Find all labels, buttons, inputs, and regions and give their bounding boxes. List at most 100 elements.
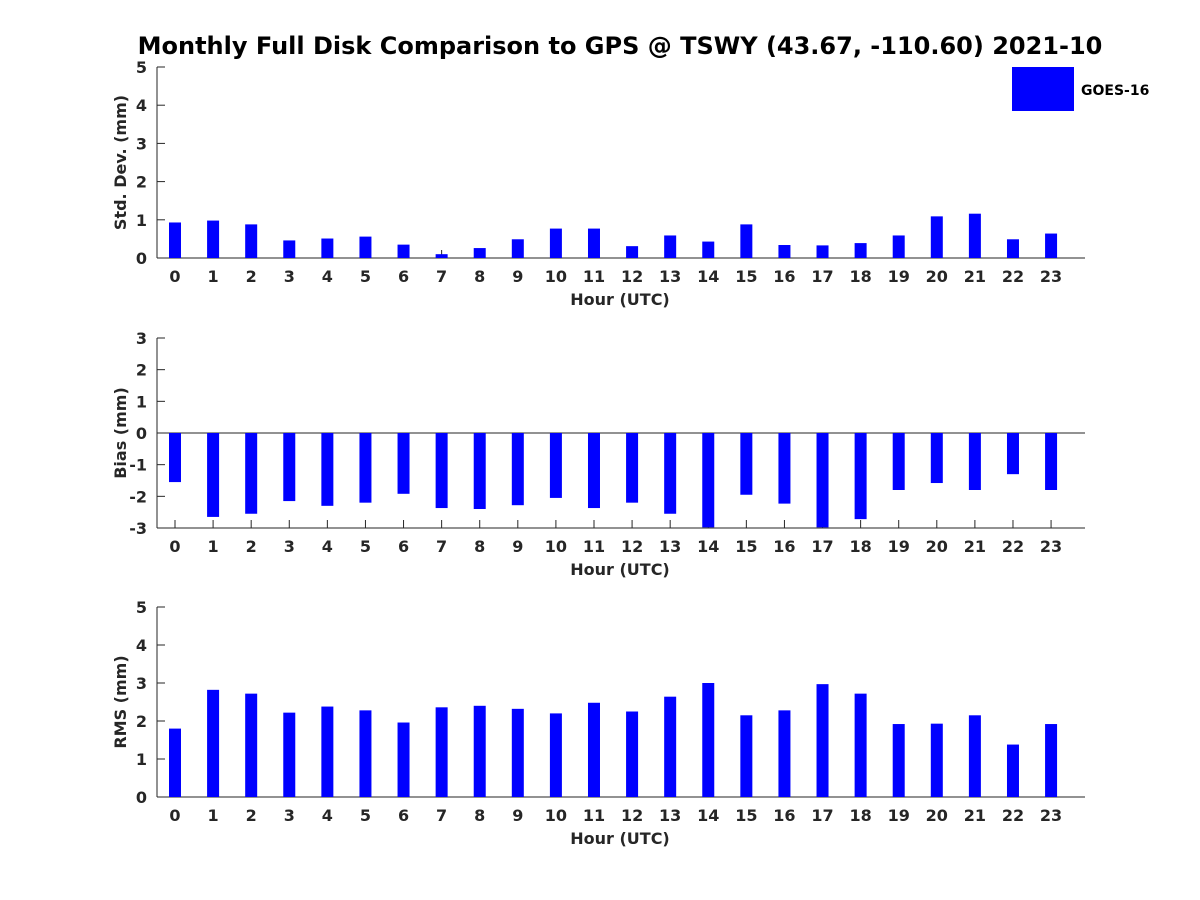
bar-hour-13 [664, 235, 677, 258]
bar-hour-0 [169, 433, 181, 483]
bar-hour-13 [664, 433, 677, 514]
bar-hour-8 [473, 248, 486, 258]
bar-hour-10 [549, 433, 562, 498]
x-tick-label: 15 [735, 267, 757, 286]
y-tick-label: 1 [136, 211, 147, 230]
y-tick-label: -3 [129, 519, 147, 538]
bar-hour-6 [397, 433, 410, 494]
bar-hour-10 [549, 713, 562, 797]
bar-hour-16 [778, 433, 791, 504]
bar-hour-12 [626, 711, 639, 797]
bar-hour-22 [1006, 744, 1019, 797]
x-tick-label: 12 [621, 267, 643, 286]
y-tick-label: 2 [136, 361, 147, 380]
bar-hour-17 [816, 433, 829, 528]
x-tick-label: 22 [1002, 267, 1024, 286]
bar-hour-15 [740, 224, 753, 258]
x-tick-label: 20 [926, 537, 948, 556]
x-tick-label: 6 [398, 806, 409, 825]
bar-hour-19 [892, 235, 905, 258]
bar-hour-23 [1045, 724, 1058, 797]
x-tick-label: 16 [773, 537, 795, 556]
bar-hour-1 [207, 689, 220, 797]
bar-hour-3 [283, 433, 296, 502]
x-tick-label: 14 [697, 806, 719, 825]
bar-hour-20 [930, 723, 943, 797]
legend-label-goes-16: GOES-16 [1081, 83, 1149, 99]
bar-hour-15 [740, 715, 753, 797]
x-tick-label: 7 [436, 806, 447, 825]
x-tick-label: 23 [1040, 267, 1062, 286]
bar-hour-14 [702, 683, 715, 797]
x-tick-label: 23 [1040, 537, 1062, 556]
x-tick-label: 14 [697, 537, 719, 556]
x-tick-label: 13 [659, 267, 681, 286]
legend: GOES-16 [1012, 67, 1149, 111]
x-tick-label: 2 [246, 537, 257, 556]
y-tick-label: 1 [136, 750, 147, 769]
x-tick-label: 14 [697, 267, 719, 286]
x-tick-label: 11 [583, 537, 605, 556]
bar-hour-1 [207, 433, 220, 517]
x-tick-label: 19 [888, 806, 910, 825]
x-tick-label: 3 [284, 267, 295, 286]
legend-swatch-goes-16 [1012, 67, 1074, 111]
x-tick-label: 6 [398, 267, 409, 286]
y-tick-label: 4 [136, 96, 147, 115]
x-tick-label: 17 [811, 806, 833, 825]
y-tick-label: 0 [136, 249, 147, 268]
x-tick-label: 6 [398, 537, 409, 556]
bar-hour-11 [587, 228, 600, 258]
x-tick-label: 12 [621, 537, 643, 556]
x-tick-label: 9 [512, 806, 523, 825]
y-tick-label: 2 [136, 173, 147, 192]
x-axis-label: Hour (UTC) [570, 829, 670, 848]
bar-hour-21 [968, 213, 981, 258]
bar-hour-2 [245, 433, 258, 514]
x-tick-label: 0 [169, 806, 180, 825]
x-tick-label: 21 [964, 537, 986, 556]
bar-hour-19 [892, 433, 905, 490]
x-tick-label: 0 [169, 267, 180, 286]
bar-hour-18 [854, 693, 867, 797]
bar-hour-0 [169, 728, 181, 797]
x-tick-label: 16 [773, 267, 795, 286]
bar-hour-15 [740, 433, 753, 495]
x-tick-label: 11 [583, 267, 605, 286]
x-tick-label: 10 [545, 806, 567, 825]
bar-hour-1 [207, 220, 220, 258]
y-tick-label: 3 [136, 329, 147, 348]
y-tick-label: 4 [136, 636, 147, 655]
y-tick-label: 1 [136, 392, 147, 411]
x-tick-label: 17 [811, 537, 833, 556]
x-tick-label: 13 [659, 537, 681, 556]
x-tick-label: 3 [284, 806, 295, 825]
x-tick-label: 5 [360, 537, 371, 556]
x-tick-label: 8 [474, 537, 485, 556]
x-tick-label: 21 [964, 806, 986, 825]
bar-hour-9 [511, 708, 524, 797]
x-tick-label: 20 [926, 806, 948, 825]
x-tick-label: 2 [246, 267, 257, 286]
y-tick-label: 0 [136, 788, 147, 807]
x-tick-label: 1 [208, 267, 219, 286]
y-tick-label: 0 [136, 424, 147, 443]
bar-hour-23 [1045, 233, 1058, 258]
bar-hour-9 [511, 433, 524, 506]
x-tick-label: 4 [322, 537, 333, 556]
bar-hour-7 [435, 254, 448, 258]
x-tick-label: 1 [208, 537, 219, 556]
x-tick-label: 16 [773, 806, 795, 825]
bar-hour-18 [854, 433, 867, 520]
x-tick-label: 7 [436, 537, 447, 556]
x-axis-label: Hour (UTC) [570, 290, 670, 309]
x-tick-label: 21 [964, 267, 986, 286]
bar-hour-20 [930, 216, 943, 258]
x-tick-label: 8 [474, 806, 485, 825]
x-tick-label: 5 [360, 806, 371, 825]
bar-hour-21 [968, 715, 981, 797]
y-axis-label: Bias (mm) [111, 387, 130, 479]
